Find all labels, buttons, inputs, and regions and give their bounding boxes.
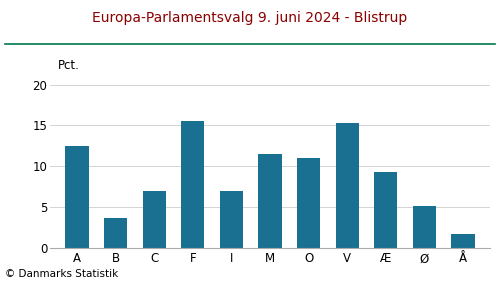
Bar: [104, 218, 127, 248]
Bar: [181, 122, 204, 248]
Bar: [297, 158, 320, 248]
Bar: [258, 154, 281, 248]
Text: © Danmarks Statistik: © Danmarks Statistik: [5, 269, 118, 279]
Bar: [336, 123, 359, 248]
Bar: [142, 191, 166, 248]
Bar: [452, 234, 474, 248]
Text: Pct.: Pct.: [58, 59, 80, 72]
Bar: [413, 206, 436, 248]
Bar: [374, 172, 398, 248]
Text: Europa-Parlamentsvalg 9. juni 2024 - Blistrup: Europa-Parlamentsvalg 9. juni 2024 - Bli…: [92, 11, 407, 25]
Bar: [220, 191, 243, 248]
Bar: [66, 146, 88, 248]
